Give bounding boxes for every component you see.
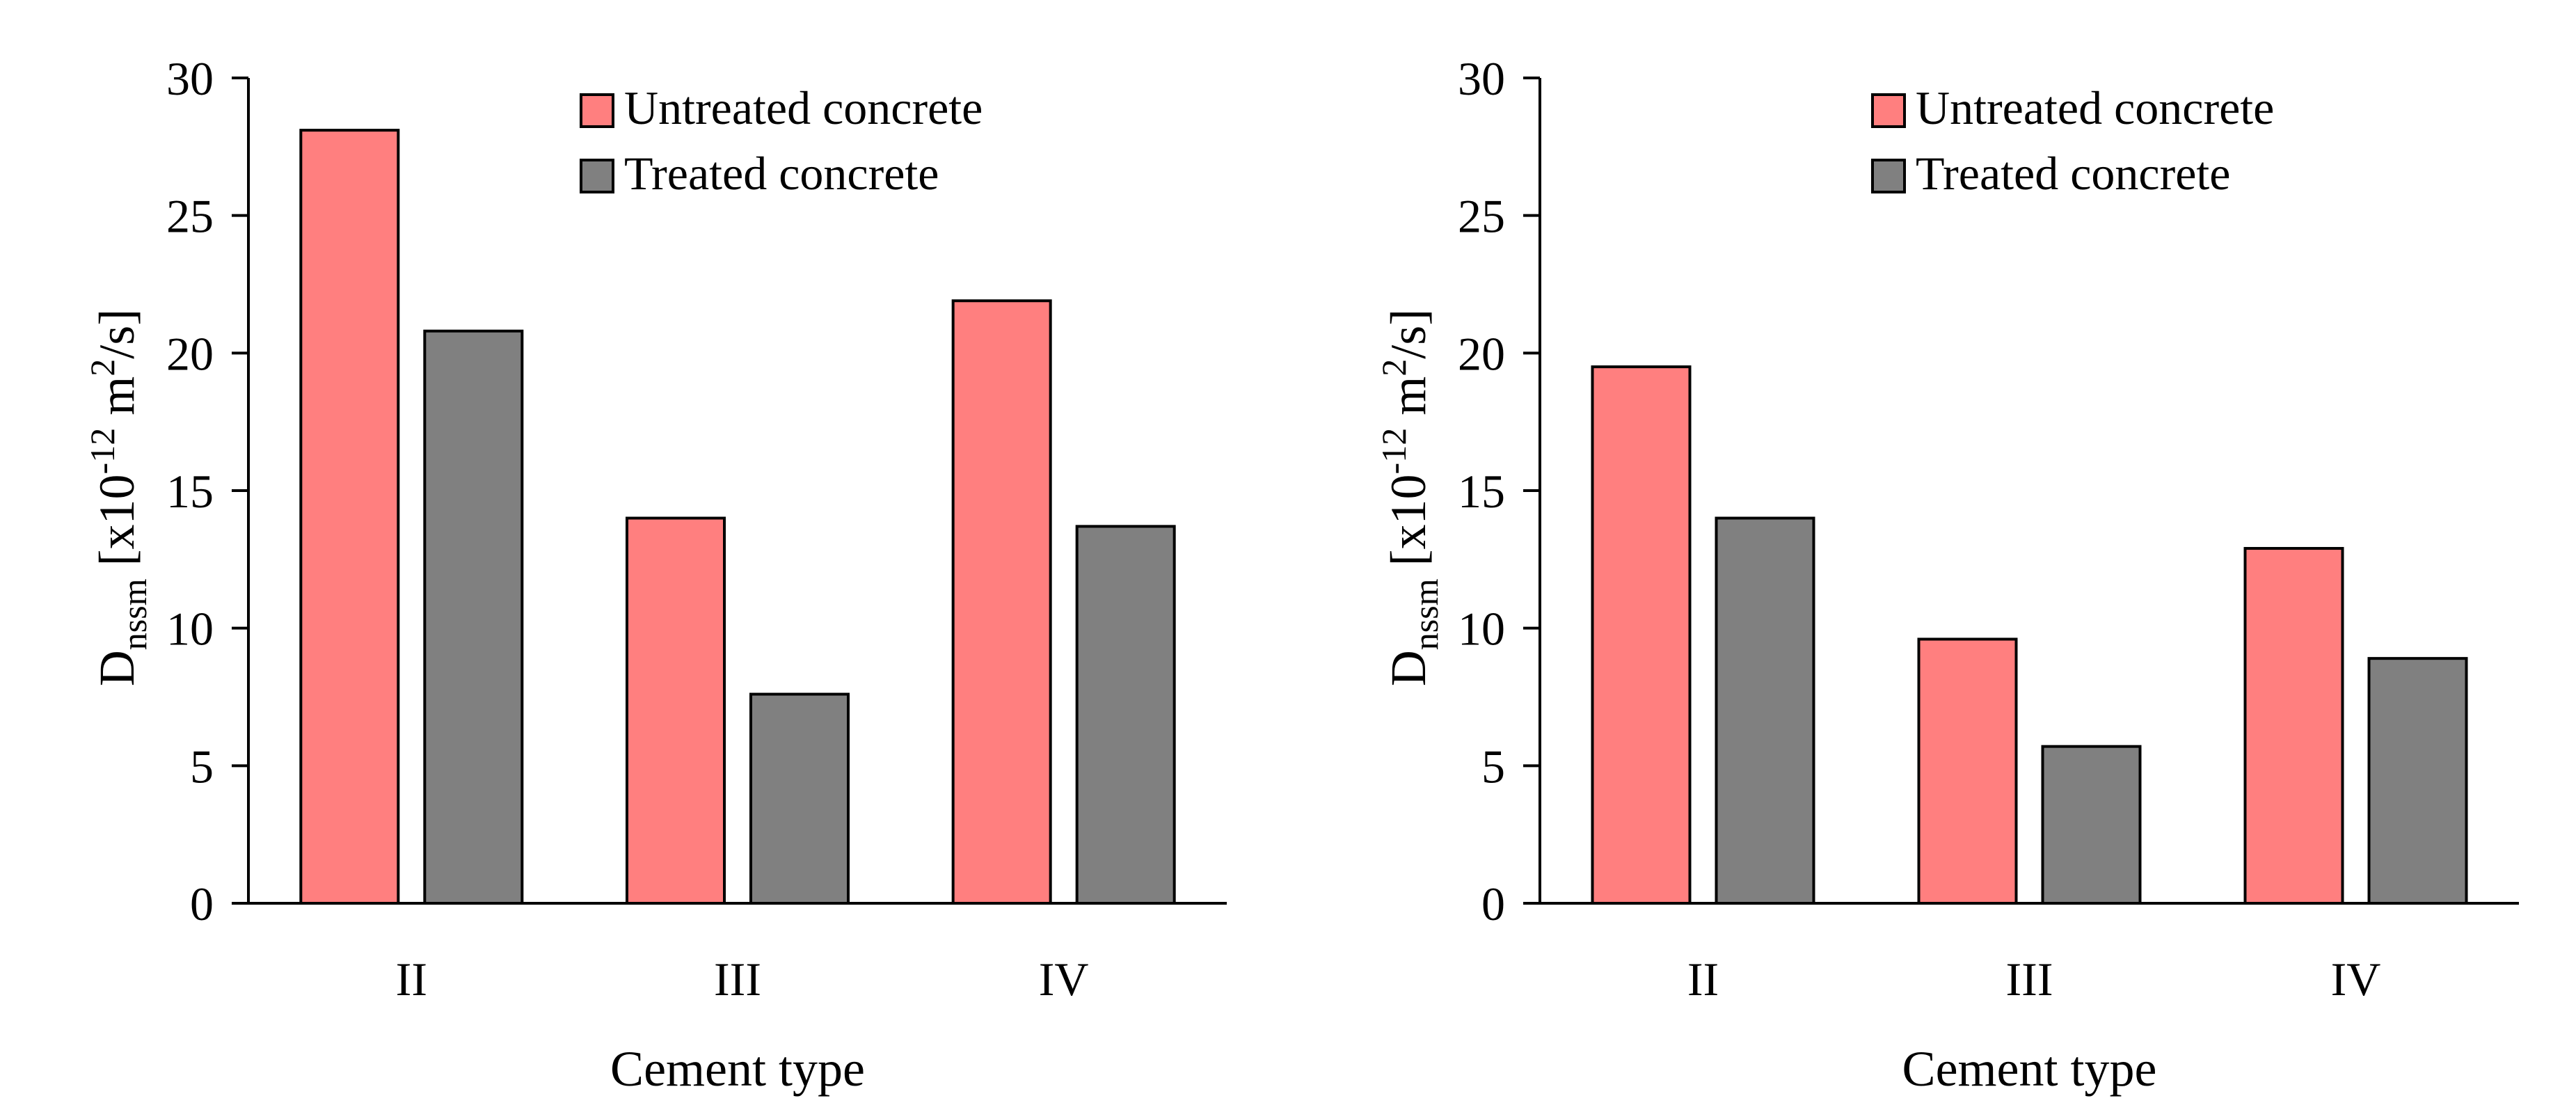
x-tick-label: II — [396, 953, 427, 1006]
bar-treated-iv — [2367, 657, 2468, 905]
bar-treated-iii — [2041, 745, 2142, 905]
x-tick-label: IV — [2331, 953, 2381, 1006]
bar-untreated-ii — [1591, 365, 1692, 905]
legend-label-untreated: Untreated concrete — [1916, 81, 2274, 134]
x-tick-label: II — [1687, 953, 1719, 1006]
y-tick-label: 10 — [166, 603, 214, 656]
bar-untreated-iii — [626, 516, 726, 905]
bar-treated-ii — [423, 329, 524, 905]
y-tick-label: 30 — [1458, 52, 1505, 105]
bar-treated-iii — [749, 692, 850, 905]
bar-treated-ii — [1715, 516, 1815, 905]
y-tick-label: 25 — [1458, 190, 1505, 243]
legend-swatch-untreated — [1871, 93, 1906, 128]
bar-untreated-iv — [2243, 547, 2344, 905]
y-tick-label: 25 — [166, 190, 214, 243]
x-tick-label: IV — [1039, 953, 1089, 1006]
bar-untreated-ii — [299, 129, 400, 905]
legend-swatch-untreated — [580, 93, 614, 128]
y-axis-label: Dnssm [x10-12 m2/s] — [83, 309, 154, 686]
legend-label-treated: Treated concrete — [1916, 147, 2231, 200]
bar-untreated-iv — [951, 299, 1052, 905]
legend-label-treated: Treated concrete — [624, 147, 939, 200]
bar-untreated-iii — [1917, 637, 2018, 905]
y-tick-label: 0 — [1481, 878, 1505, 930]
y-tick-label: 30 — [166, 52, 214, 105]
y-tick-label: 15 — [166, 465, 214, 518]
y-tick-label: 0 — [190, 878, 214, 930]
x-tick-label: III — [2006, 953, 2053, 1006]
legend-swatch-treated — [580, 159, 614, 193]
legend-label-untreated: Untreated concrete — [624, 81, 983, 134]
y-tick-label: 5 — [190, 740, 214, 793]
x-axis-label: Cement type — [1902, 1041, 2157, 1097]
bar-treated-iv — [1075, 525, 1176, 905]
legend-swatch-treated — [1871, 159, 1906, 193]
y-tick-label: 20 — [1458, 327, 1505, 380]
x-axis-label: Cement type — [610, 1041, 865, 1097]
y-axis-label: Dnssm [x10-12 m2/s] — [1374, 309, 1445, 686]
y-tick-label: 10 — [1458, 603, 1505, 656]
x-tick-label: III — [714, 953, 761, 1006]
y-tick-label: 15 — [1458, 465, 1505, 518]
y-tick-label: 20 — [166, 327, 214, 380]
y-tick-label: 5 — [1481, 740, 1505, 793]
